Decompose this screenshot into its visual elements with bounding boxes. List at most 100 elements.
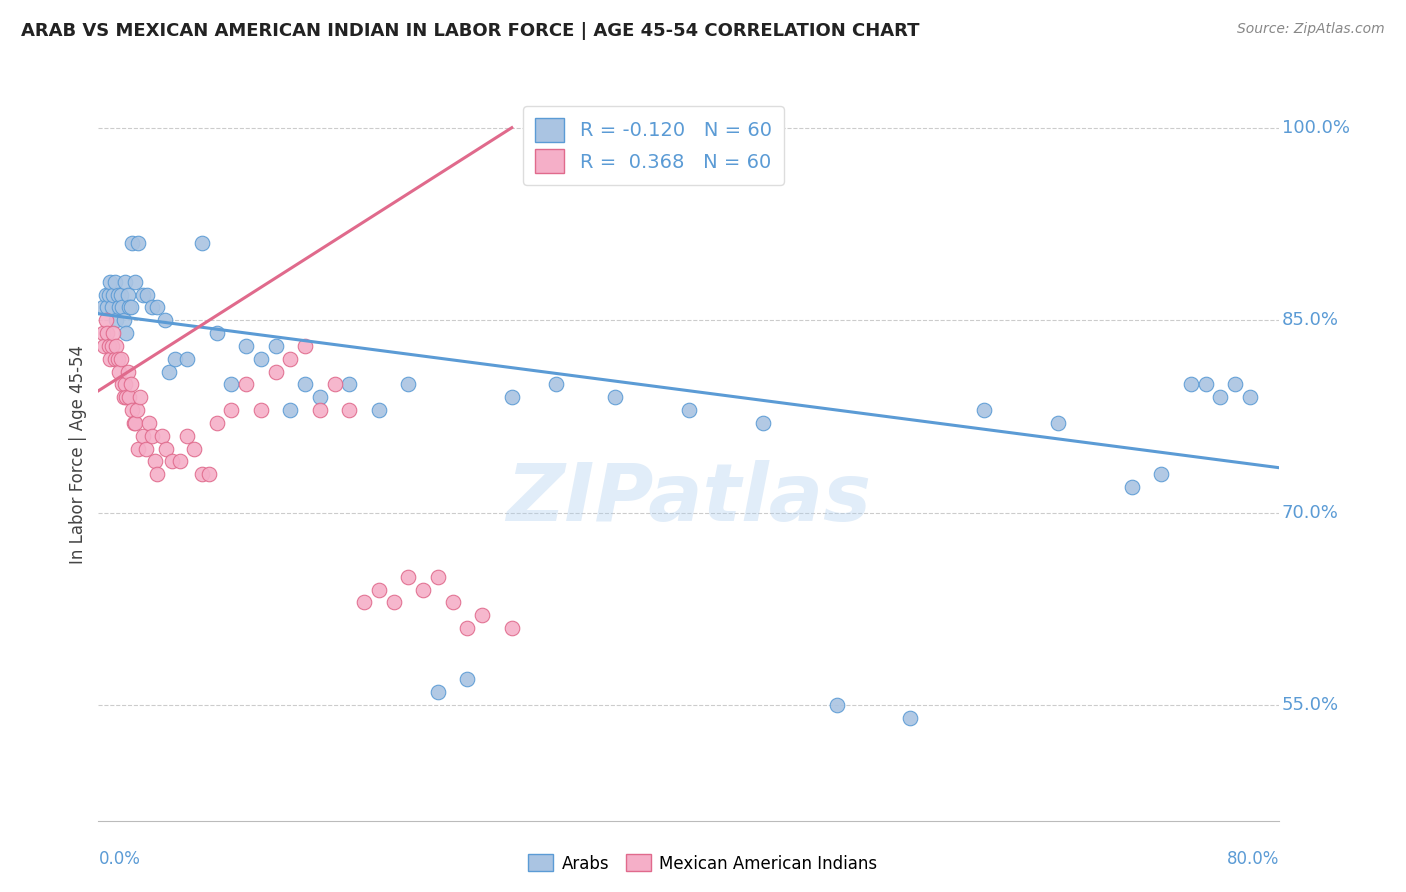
Point	[973, 403, 995, 417]
Point	[396, 570, 419, 584]
Point	[103, 287, 125, 301]
Point	[93, 339, 115, 353]
Text: ZIPatlas: ZIPatlas	[506, 459, 872, 538]
Text: ARAB VS MEXICAN AMERICAN INDIAN IN LABOR FORCE | AGE 45-54 CORRELATION CHART: ARAB VS MEXICAN AMERICAN INDIAN IN LABOR…	[21, 22, 920, 40]
Point	[456, 673, 478, 687]
Point	[132, 287, 155, 301]
Point	[678, 403, 700, 417]
Point	[1195, 377, 1218, 392]
Point	[1223, 377, 1246, 392]
Point	[108, 364, 131, 378]
Y-axis label: In Labor Force | Age 45-54: In Labor Force | Age 45-54	[69, 345, 87, 565]
Point	[124, 416, 146, 430]
Point	[98, 275, 121, 289]
Point	[353, 595, 375, 609]
Text: 55.0%: 55.0%	[1282, 696, 1339, 714]
Text: 100.0%: 100.0%	[1282, 119, 1350, 136]
Point	[118, 390, 141, 404]
Point	[115, 326, 138, 340]
Point	[97, 287, 120, 301]
Point	[309, 403, 332, 417]
Point	[143, 454, 166, 468]
Point	[176, 351, 198, 366]
Point	[219, 377, 242, 392]
Point	[128, 390, 150, 404]
Point	[1239, 390, 1261, 404]
Point	[1046, 416, 1069, 430]
Point	[153, 313, 176, 327]
Point	[100, 301, 122, 315]
Point	[165, 351, 187, 366]
Point	[100, 339, 122, 353]
Point	[205, 326, 228, 340]
Point	[127, 236, 149, 251]
Point	[150, 428, 173, 442]
Point	[120, 377, 142, 392]
Point	[105, 339, 128, 353]
Point	[176, 428, 198, 442]
Point	[120, 301, 142, 315]
Point	[1209, 390, 1232, 404]
Point	[264, 339, 287, 353]
Point	[107, 287, 129, 301]
Point	[396, 377, 419, 392]
Point	[544, 377, 567, 392]
Point	[136, 287, 159, 301]
Point	[162, 454, 183, 468]
Point	[91, 326, 114, 340]
Point	[427, 570, 450, 584]
Point	[121, 403, 143, 417]
Point	[441, 595, 464, 609]
Point	[141, 428, 163, 442]
Point	[183, 442, 205, 456]
Point	[900, 711, 922, 725]
Point	[169, 454, 191, 468]
Point	[278, 403, 302, 417]
Point	[191, 467, 214, 482]
Point	[110, 287, 132, 301]
Point	[751, 416, 773, 430]
Point	[605, 390, 627, 404]
Point	[94, 313, 117, 327]
Point	[98, 351, 121, 366]
Text: 0.0%: 0.0%	[98, 850, 141, 868]
Text: 80.0%: 80.0%	[1227, 850, 1279, 868]
Point	[456, 621, 478, 635]
Point	[124, 275, 146, 289]
Point	[294, 377, 316, 392]
Point	[235, 339, 257, 353]
Point	[96, 301, 118, 315]
Point	[112, 313, 135, 327]
Point	[114, 275, 136, 289]
Point	[337, 377, 360, 392]
Point	[97, 339, 120, 353]
Point	[108, 301, 131, 315]
Point	[205, 416, 228, 430]
Point	[146, 301, 169, 315]
Point	[368, 582, 391, 597]
Point	[141, 301, 163, 315]
Point	[1180, 377, 1202, 392]
Point	[412, 582, 434, 597]
Point	[118, 301, 141, 315]
Point	[117, 364, 139, 378]
Point	[127, 442, 149, 456]
Point	[1121, 480, 1143, 494]
Point	[198, 467, 221, 482]
Point	[103, 326, 125, 340]
Point	[323, 377, 346, 392]
Point	[107, 351, 129, 366]
Point	[94, 287, 117, 301]
Legend: Arabs, Mexican American Indians: Arabs, Mexican American Indians	[522, 847, 884, 880]
Point	[309, 390, 332, 404]
Point	[337, 403, 360, 417]
Point	[125, 403, 148, 417]
Point	[138, 416, 160, 430]
Point	[111, 377, 134, 392]
Point	[135, 442, 157, 456]
Point	[146, 467, 169, 482]
Legend: R = -0.120   N = 60, R =  0.368   N = 60: R = -0.120 N = 60, R = 0.368 N = 60	[523, 106, 783, 185]
Point	[104, 275, 127, 289]
Point	[250, 351, 273, 366]
Point	[219, 403, 242, 417]
